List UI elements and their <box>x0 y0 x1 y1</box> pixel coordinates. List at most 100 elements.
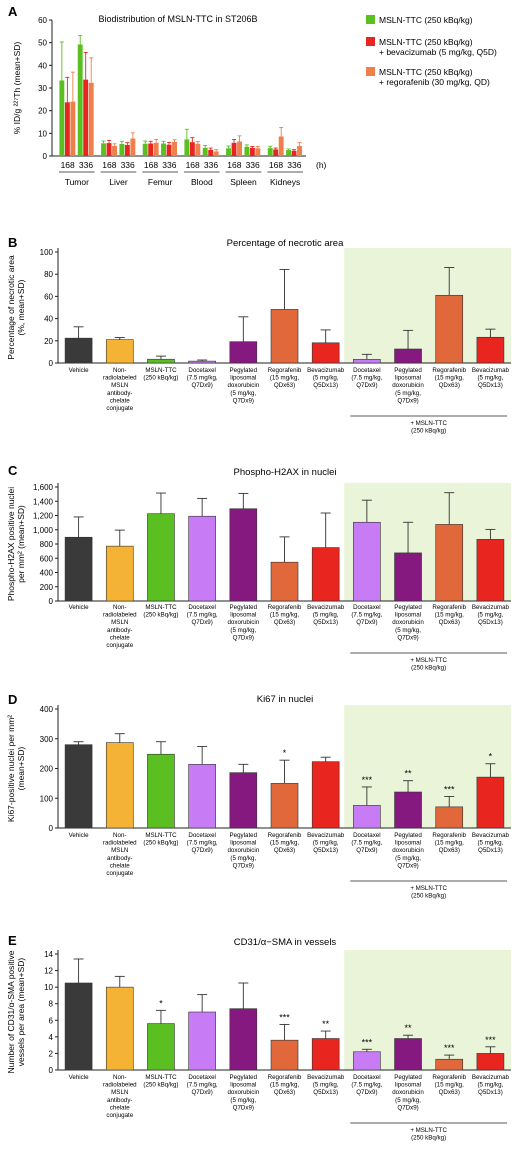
panel-a-timepoint-label: 168 <box>227 160 241 170</box>
panel-d-title: Ki67 in nuclei <box>257 694 314 705</box>
panel-c-y-tick-label: 1,200 <box>33 512 54 521</box>
panel-e-category-label: Pegylated liposomal doxorubicin (5 mg/kg, Q7… <box>392 1074 424 1111</box>
panel-b-category-label: Bevacizumab (5 mg/kg, Q5Dx13) <box>307 367 345 389</box>
panel-e-category-label: Pegylated liposomal doxorubicin (5 mg/kg, Q7… <box>227 1074 259 1111</box>
panel-c-bar <box>435 524 464 602</box>
panel-a-bar <box>202 147 208 156</box>
panel-d-bar <box>435 806 464 829</box>
panel-c-bar <box>147 513 175 602</box>
panel-c-category-label: Bevacizumab (5 mg/kg, Q5Dx13) <box>472 604 510 626</box>
panel-e-bar <box>188 1011 216 1071</box>
panel-a-bar <box>278 136 284 156</box>
panel-b-bar <box>64 337 93 364</box>
panel-c-y-tick-label: 200 <box>40 583 54 592</box>
panel-a-bar <box>88 82 94 156</box>
panel-c-category-label: Pegylated liposomal doxorubicin (5 mg/kg, Q7… <box>227 604 259 641</box>
panel-a-title: Biodistribution of MSLN-TTC in ST206B <box>98 14 257 24</box>
panel-d-bar <box>476 776 505 829</box>
panel-c-bar <box>105 545 134 602</box>
panel-e-y-tick-label: 10 <box>44 983 53 992</box>
panel-c-bar <box>394 552 422 602</box>
panel-b-category-label: Bevacizumab (5 mg/kg, Q5Dx13) <box>472 367 510 389</box>
panel-e-significance: *** <box>362 1037 373 1047</box>
panel-c-bar <box>353 521 381 602</box>
panel-a-timepoint-label: 168 <box>102 160 116 170</box>
panel-b-bar <box>476 336 505 364</box>
panel-d-y-tick-label: 200 <box>40 765 54 774</box>
panel-c-bar <box>311 547 340 602</box>
panel-d-category-label: Non-radiolabeled MSLN antibody-chelate conj… <box>103 832 137 877</box>
panel-d-y-tick-label: 400 <box>40 705 54 714</box>
panel-e-category-label: Bevacizumab (5 mg/kg, Q5Dx13) <box>472 1074 510 1096</box>
panel-b-letter: B <box>8 235 17 250</box>
panel-c-bar <box>64 536 93 602</box>
panel-b-combo-label: + MSLN-TTC (250 kBq/kg) <box>410 420 447 435</box>
panel-b-y-tick-label: 80 <box>44 270 53 279</box>
panel-e-ylabel: Number of CD31/α-SMA positivevessels per… <box>6 950 26 1073</box>
panel-a-timepoint-label: 336 <box>162 160 176 170</box>
panel-a-bar <box>208 149 214 156</box>
panel-d-y-tick-label: 300 <box>40 735 54 744</box>
panel-b-ylabel: Percentage of necrotic area(%, mean+SD) <box>6 255 26 360</box>
panel-a-bar <box>166 144 172 156</box>
panel-e-category-label: Docetaxel (7.5 mg/kg, Q7Dx9) <box>351 1074 382 1096</box>
panel-e-category-label: Bevacizumab (5 mg/kg, Q5Dx13) <box>307 1074 345 1096</box>
panel-b-bar <box>311 342 340 364</box>
panel-c-title: Phospho-H2AX in nuclei <box>234 467 337 478</box>
panel-e-significance: *** <box>279 1012 290 1022</box>
panel-e-y-tick-label: 6 <box>49 1016 54 1025</box>
panel-c-letter: C <box>8 463 18 478</box>
panel-c-category-label: MSLN-TTC (250 kBq/kg) <box>143 604 178 619</box>
panel-c-bar <box>229 508 258 602</box>
panel-d-category-label: MSLN-TTC (250 kBq/kg) <box>143 832 178 847</box>
panel-c-y-tick-label: 400 <box>40 569 54 578</box>
panel-e-bar <box>476 1053 505 1071</box>
panel-e-bar <box>147 1023 175 1071</box>
panel-a-timepoint-label: 336 <box>121 160 135 170</box>
panel-d-bar <box>311 761 340 829</box>
panel-b-bar <box>188 360 216 364</box>
panel-c-category-label: Vehicle <box>69 604 90 611</box>
panel-a-bar <box>70 101 76 156</box>
panel-e-bar <box>394 1038 422 1071</box>
panel-d-bar <box>105 742 134 829</box>
panel-a-timepoint-label: 336 <box>287 160 301 170</box>
panel-a-bar <box>77 44 83 157</box>
panel-e-category-label: Non-radiolabeled MSLN antibody-chelate conj… <box>103 1074 137 1119</box>
panel-a-bar <box>106 143 112 156</box>
panel-e-significance: *** <box>485 1035 496 1045</box>
panel-a-timepoint-label: 168 <box>144 160 158 170</box>
panel-a-bar <box>213 151 219 156</box>
panel-c-y-tick-label: 800 <box>40 540 54 549</box>
panel-e-bar <box>435 1058 464 1071</box>
panel-e-bar <box>311 1038 340 1071</box>
panel-d-significance: *** <box>444 784 455 794</box>
panel-e-y-tick-label: 0 <box>49 1066 54 1075</box>
panel-d-category-label: Regorafenib (15 mg/kg, QDx63) <box>432 832 466 854</box>
panel-d-category-label: Pegylated liposomal doxorubicin (5 mg/kg, Q7… <box>227 832 259 869</box>
panel-b-category-label: Vehicle <box>69 367 90 374</box>
panel-b-bar <box>229 341 258 364</box>
panel-e-y-tick-label: 2 <box>49 1049 54 1058</box>
panel-d-bar <box>270 783 299 829</box>
panel-b-y-tick-label: 0 <box>49 359 54 368</box>
panel-b-category-label: Pegylated liposomal doxorubicin (5 mg/kg, Q7… <box>227 367 259 404</box>
panel-a-bar <box>124 144 130 156</box>
panel-a-bar <box>184 139 190 156</box>
panel-c-y-tick-label: 600 <box>40 554 54 563</box>
panel-c-y-tick-label: 0 <box>49 597 54 606</box>
panel-c-category-label: Docetaxel (7.5 mg/kg, Q7Dx9) <box>351 604 382 626</box>
panel-d-significance: ** <box>405 769 413 779</box>
panel-a-legend-label: MSLN-TTC (250 kBq/kg) + bevacizumab (5 mg… <box>379 37 497 57</box>
panel-d-bar <box>353 805 381 829</box>
panel-a-bar <box>255 148 261 156</box>
panel-c-bar <box>476 539 505 602</box>
panel-d-bar <box>394 791 422 829</box>
panel-e-title: CD31/α−SMA in vessels <box>234 937 337 948</box>
panel-e-category-label: Regorafenib (15 mg/kg, QDx63) <box>432 1074 466 1096</box>
panel-b-category-label: Pegylated liposomal doxorubicin (5 mg/kg, Q7… <box>392 367 424 404</box>
panel-b-y-tick-label: 100 <box>40 248 54 257</box>
panel-a-y-tick-label: 10 <box>38 129 47 138</box>
panel-e-significance: *** <box>444 1043 455 1053</box>
panel-e-y-tick-label: 12 <box>44 967 53 976</box>
